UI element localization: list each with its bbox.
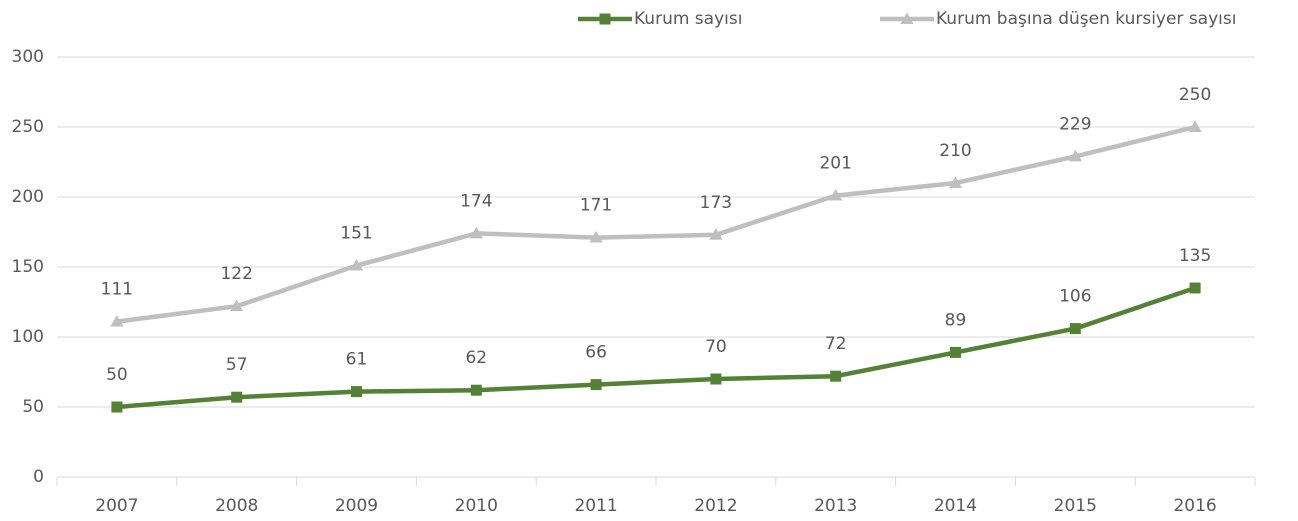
- marker: [1068, 149, 1082, 162]
- x-tick-label: 2011: [574, 496, 617, 516]
- y-tick-label: 250: [12, 117, 44, 137]
- data-label: 201: [819, 154, 851, 174]
- marker: [231, 391, 243, 403]
- data-label: 61: [346, 350, 368, 370]
- y-tick-label: 200: [12, 187, 44, 207]
- data-label: 122: [220, 264, 252, 284]
- marker: [590, 379, 602, 391]
- data-label: 106: [1059, 287, 1091, 307]
- x-tick-label: 2007: [95, 496, 138, 516]
- x-tick-label: 2016: [1173, 496, 1216, 516]
- marker: [589, 231, 603, 243]
- marker: [830, 370, 842, 382]
- series-line: [116, 285, 1196, 410]
- data-label: 229: [1059, 114, 1091, 134]
- data-label: 66: [585, 343, 607, 363]
- data-label: 250: [1179, 85, 1211, 105]
- marker: [709, 228, 723, 240]
- y-tick-label: 150: [12, 257, 44, 277]
- x-tick-label: 2012: [694, 496, 737, 516]
- data-label: 171: [580, 196, 612, 216]
- marker: [470, 384, 482, 396]
- marker: [900, 12, 914, 24]
- marker: [351, 386, 362, 398]
- marker: [1069, 323, 1081, 335]
- data-label: 111: [101, 280, 133, 300]
- marker: [110, 315, 124, 327]
- marker: [950, 346, 961, 358]
- marker: [1189, 282, 1201, 294]
- y-tick-label: 100: [12, 327, 44, 347]
- data-label: 210: [939, 141, 971, 161]
- y-tick-label: 0: [33, 467, 44, 487]
- marker: [469, 226, 483, 239]
- data-label: 50: [106, 365, 128, 385]
- data-label: 72: [825, 334, 847, 354]
- data-label: 89: [945, 310, 967, 330]
- marker: [829, 189, 843, 201]
- marker: [111, 401, 123, 413]
- data-label: 174: [460, 191, 492, 211]
- data-label: 173: [700, 193, 732, 213]
- series-line: [116, 124, 1196, 324]
- y-tick-label: 300: [12, 47, 44, 67]
- data-label: 151: [340, 224, 372, 244]
- marker: [349, 259, 364, 271]
- marker: [710, 373, 722, 385]
- marker: [230, 299, 244, 312]
- marker: [599, 13, 611, 25]
- x-tick-label: 2015: [1054, 496, 1097, 516]
- data-label: 70: [705, 337, 727, 357]
- x-tick-label: 2009: [335, 496, 378, 516]
- x-tick-label: 2010: [455, 496, 498, 516]
- marker: [948, 176, 963, 188]
- x-tick-label: 2014: [934, 496, 977, 516]
- data-label: 62: [465, 348, 487, 368]
- y-tick-label: 50: [22, 397, 44, 417]
- legend-label: Kurum sayısı: [634, 9, 742, 29]
- data-label: 135: [1179, 246, 1211, 266]
- x-tick-label: 2008: [215, 496, 258, 516]
- legend-label: Kurum başına düşen kursiyer sayısı: [936, 9, 1236, 29]
- x-tick-label: 2013: [814, 496, 857, 516]
- marker: [1188, 120, 1202, 132]
- data-label: 57: [226, 355, 248, 375]
